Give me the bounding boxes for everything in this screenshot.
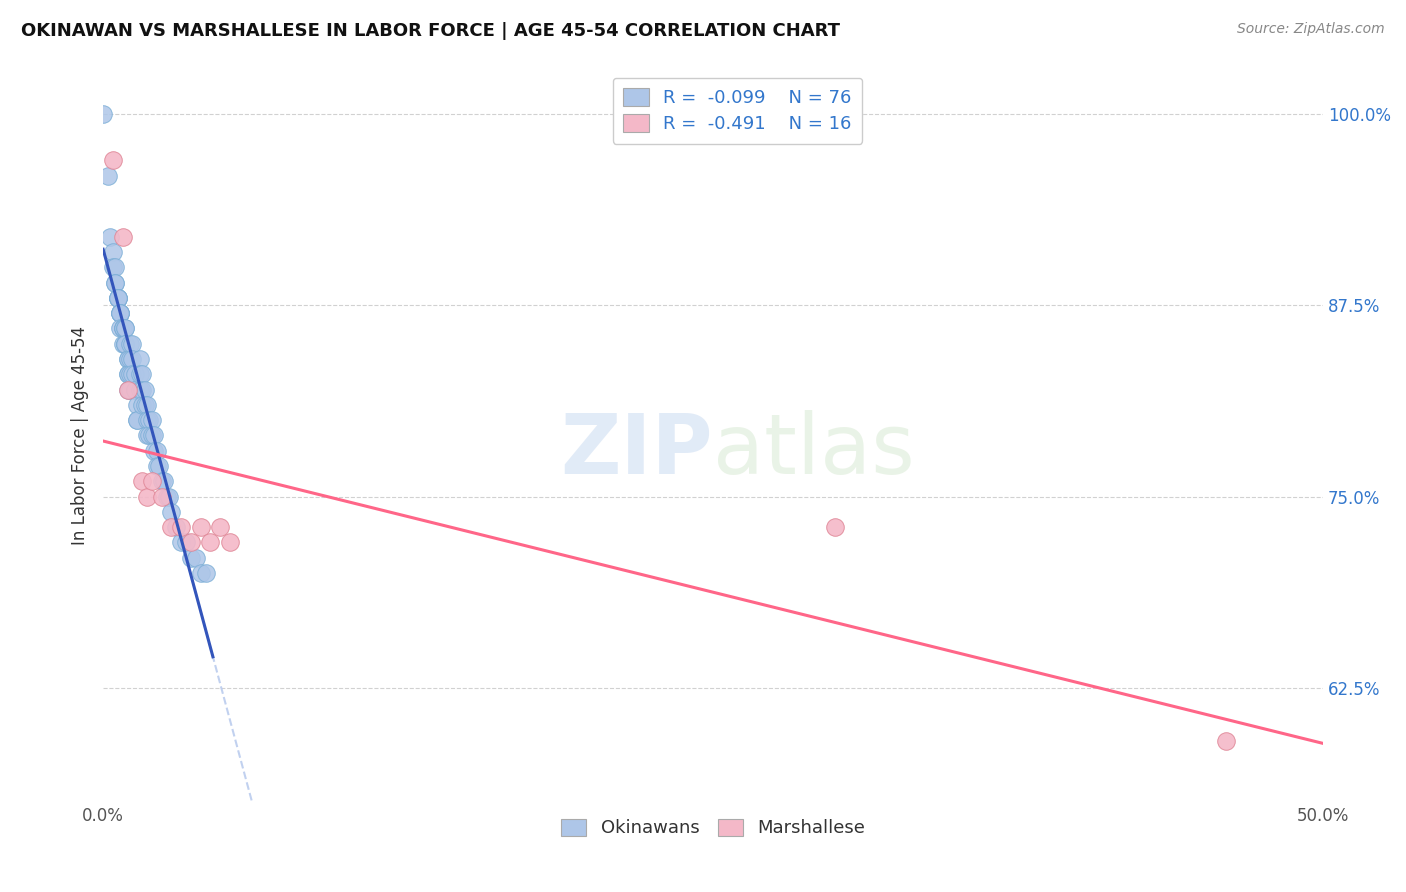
Point <box>134 383 156 397</box>
Point <box>108 306 131 320</box>
Point <box>114 336 136 351</box>
Point <box>209 520 232 534</box>
Point <box>104 276 127 290</box>
Point <box>111 321 134 335</box>
Point <box>1215 734 1237 748</box>
Point <box>118 336 141 351</box>
Point <box>127 398 149 412</box>
Point <box>160 520 183 534</box>
Point <box>146 458 169 473</box>
Point <box>118 368 141 382</box>
Point <box>124 383 146 397</box>
Point <box>194 566 217 580</box>
Point <box>111 321 134 335</box>
Point <box>91 107 114 121</box>
Point <box>101 260 124 275</box>
Point <box>143 428 166 442</box>
Point <box>128 351 150 366</box>
Point <box>111 321 134 335</box>
Point <box>121 351 143 366</box>
Point <box>190 566 212 580</box>
Point <box>165 520 187 534</box>
Point <box>180 535 202 549</box>
Y-axis label: In Labor Force | Age 45-54: In Labor Force | Age 45-54 <box>72 326 89 545</box>
Point <box>141 428 163 442</box>
Point <box>200 535 222 549</box>
Point <box>108 306 131 320</box>
Point <box>150 475 173 489</box>
Point <box>128 368 150 382</box>
Point <box>131 368 153 382</box>
Point <box>190 520 212 534</box>
Point <box>134 398 156 412</box>
Point <box>121 336 143 351</box>
Point <box>118 383 141 397</box>
Point <box>114 321 136 335</box>
Point <box>118 351 141 366</box>
Point <box>117 351 139 366</box>
Point <box>174 535 197 549</box>
Point <box>128 383 150 397</box>
Text: atlas: atlas <box>713 409 915 491</box>
Point <box>114 336 136 351</box>
Legend: Okinawans, Marshallese: Okinawans, Marshallese <box>554 812 872 845</box>
Point <box>117 351 139 366</box>
Point <box>124 383 146 397</box>
Point <box>117 383 139 397</box>
Point <box>824 520 846 534</box>
Point <box>141 475 163 489</box>
Point <box>141 413 163 427</box>
Point <box>108 306 131 320</box>
Text: OKINAWAN VS MARSHALLESE IN LABOR FORCE | AGE 45-54 CORRELATION CHART: OKINAWAN VS MARSHALLESE IN LABOR FORCE |… <box>21 22 841 40</box>
Text: Source: ZipAtlas.com: Source: ZipAtlas.com <box>1237 22 1385 37</box>
Point <box>101 244 124 259</box>
Point <box>108 321 131 335</box>
Point <box>127 413 149 427</box>
Point <box>117 368 139 382</box>
Point <box>117 383 139 397</box>
Point <box>136 428 159 442</box>
Point <box>104 260 127 275</box>
Point <box>146 443 169 458</box>
Point <box>131 383 153 397</box>
Point <box>107 291 129 305</box>
Point <box>170 535 193 549</box>
Point <box>143 443 166 458</box>
Point <box>107 291 129 305</box>
Point <box>219 535 242 549</box>
Point <box>114 321 136 335</box>
Point <box>160 505 183 519</box>
Point <box>184 550 207 565</box>
Point <box>155 490 177 504</box>
Point <box>100 229 122 244</box>
Point <box>138 413 160 427</box>
Point <box>107 291 129 305</box>
Point <box>117 368 139 382</box>
Point <box>107 291 129 305</box>
Point <box>104 276 127 290</box>
Point <box>136 398 159 412</box>
Point <box>170 520 193 534</box>
Point <box>180 550 202 565</box>
Point <box>127 413 149 427</box>
Point <box>124 368 146 382</box>
Text: ZIP: ZIP <box>561 409 713 491</box>
Point <box>131 475 153 489</box>
Point <box>111 229 134 244</box>
Point <box>97 169 120 183</box>
Point <box>153 475 176 489</box>
Point <box>121 368 143 382</box>
Point <box>136 490 159 504</box>
Point <box>138 428 160 442</box>
Point <box>114 336 136 351</box>
Point <box>150 490 173 504</box>
Point <box>148 458 170 473</box>
Point <box>136 413 159 427</box>
Point <box>108 306 131 320</box>
Point <box>101 153 124 168</box>
Point <box>157 490 180 504</box>
Point <box>131 398 153 412</box>
Point <box>111 336 134 351</box>
